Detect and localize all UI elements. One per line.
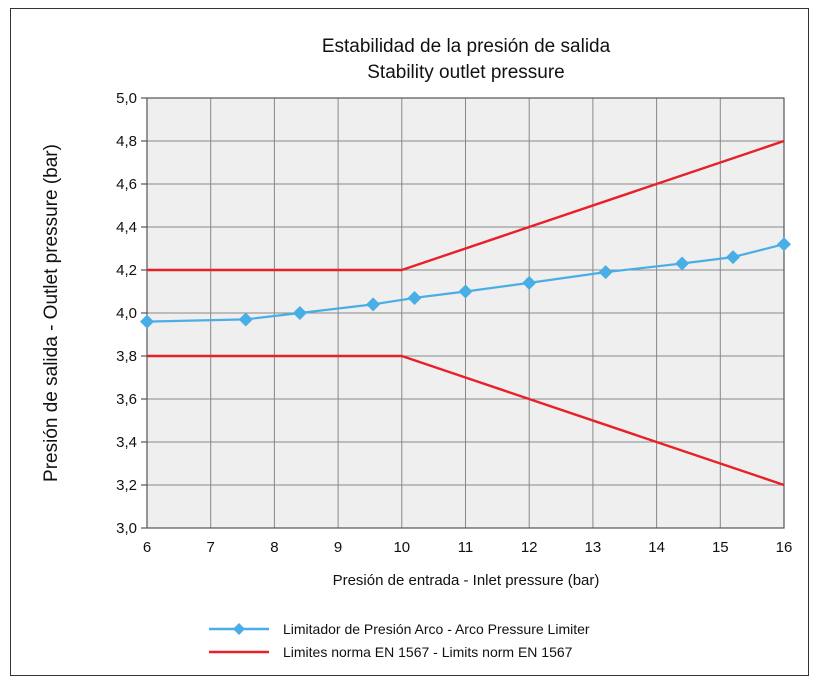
y-tick-label: 3,8 bbox=[116, 348, 137, 365]
data-point-marker bbox=[726, 250, 741, 265]
series-markers bbox=[140, 237, 791, 329]
legend-marker bbox=[233, 623, 245, 635]
grid bbox=[141, 97, 785, 529]
x-tick-label: 10 bbox=[393, 539, 410, 556]
series-line-2 bbox=[147, 354, 785, 487]
x-tick-labels: 6 7 8 9 10 11 12 13 14 15 16 bbox=[143, 539, 793, 556]
data-point-marker bbox=[598, 265, 613, 280]
x-tick-label: 16 bbox=[776, 539, 793, 556]
y-tick-label: 4,4 bbox=[116, 219, 137, 236]
legend: Limitador de Presión Arco - Arco Pressur… bbox=[209, 621, 590, 660]
y-tick-label: 3,0 bbox=[116, 520, 137, 537]
data-point-marker bbox=[407, 290, 422, 305]
plot-border bbox=[146, 97, 785, 529]
x-axis-label: Presión de entrada - Inlet pressure (bar… bbox=[333, 572, 600, 589]
data-point-marker bbox=[140, 314, 154, 329]
chart-title: Estabilidad de la presión de salida bbox=[322, 36, 611, 57]
data-point-marker bbox=[366, 297, 381, 312]
y-tick-label: 4,8 bbox=[116, 133, 137, 150]
y-tick-label: 3,4 bbox=[116, 434, 137, 451]
y-tick-label: 4,6 bbox=[116, 176, 137, 193]
x-tick-label: 15 bbox=[712, 539, 729, 556]
x-tick-label: 7 bbox=[207, 539, 215, 556]
x-tick-label: 12 bbox=[521, 539, 538, 556]
y-tick-label: 5,0 bbox=[116, 90, 137, 107]
x-tick-label: 9 bbox=[334, 539, 342, 556]
x-tick-label: 13 bbox=[585, 539, 602, 556]
data-point-marker bbox=[292, 306, 307, 320]
chart-subtitle: Stability outlet pressure bbox=[367, 62, 565, 83]
y-tick-label: 4,0 bbox=[116, 305, 137, 322]
y-tick-label: 4,2 bbox=[116, 262, 137, 279]
x-tick-label: 11 bbox=[458, 539, 474, 556]
legend-label: Limitador de Presión Arco - Arco Pressur… bbox=[283, 621, 590, 637]
y-tick-label: 3,6 bbox=[116, 391, 137, 408]
data-point-marker bbox=[238, 312, 253, 327]
x-tick-label: 14 bbox=[648, 539, 665, 556]
data-point-marker bbox=[675, 256, 690, 271]
y-axis-label: Presión de salida - Outlet pressure (bar… bbox=[41, 144, 62, 482]
chart-frame: Estabilidad de la presión de salida Stab… bbox=[10, 8, 809, 676]
x-tick-label: 8 bbox=[270, 539, 278, 556]
x-tick-label: 6 bbox=[143, 539, 151, 556]
data-point-marker bbox=[458, 284, 473, 299]
y-tick-labels: 3,0 3,2 3,4 3,6 3,8 4,0 4,2 4,4 4,6 4,8 5,0 bbox=[116, 90, 137, 537]
data-point-marker bbox=[522, 275, 537, 290]
legend-label: Limites norma EN 1567 - Limits norm EN 1… bbox=[283, 644, 573, 660]
y-tick-label: 3,2 bbox=[116, 477, 137, 494]
data-point-marker bbox=[777, 237, 791, 252]
series-line-1 bbox=[147, 139, 785, 272]
line-chart: Estabilidad de la presión de salida Stab… bbox=[41, 36, 793, 660]
